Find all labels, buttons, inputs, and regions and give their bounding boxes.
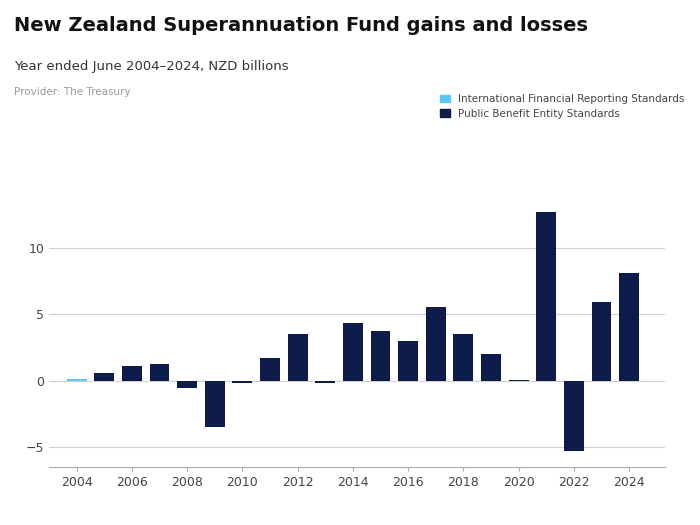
Bar	[343, 323, 363, 381]
Text: figure.nz: figure.nz	[572, 24, 657, 42]
Bar	[150, 364, 169, 381]
Bar	[564, 381, 584, 452]
Text: New Zealand Superannuation Fund gains and losses: New Zealand Superannuation Fund gains an…	[14, 16, 588, 35]
Bar	[454, 334, 473, 381]
Bar	[481, 354, 501, 381]
Bar	[94, 373, 114, 381]
Bar	[398, 341, 418, 381]
Bar	[288, 334, 307, 381]
Text: Year ended June 2004–2024, NZD billions: Year ended June 2004–2024, NZD billions	[14, 60, 288, 74]
Bar	[426, 308, 446, 381]
Bar	[592, 302, 611, 381]
Bar	[315, 381, 335, 383]
Text: Provider: The Treasury: Provider: The Treasury	[14, 87, 131, 97]
Bar	[232, 381, 252, 383]
Bar	[177, 381, 197, 388]
Bar	[122, 366, 142, 381]
Bar	[260, 358, 280, 381]
Bar	[536, 212, 557, 381]
Bar	[66, 380, 87, 381]
Bar	[205, 381, 225, 427]
Bar	[619, 273, 639, 381]
Bar	[370, 331, 391, 381]
Bar	[509, 380, 528, 381]
Legend: International Financial Reporting Standards, Public Benefit Entity Standards: International Financial Reporting Standa…	[440, 94, 685, 119]
